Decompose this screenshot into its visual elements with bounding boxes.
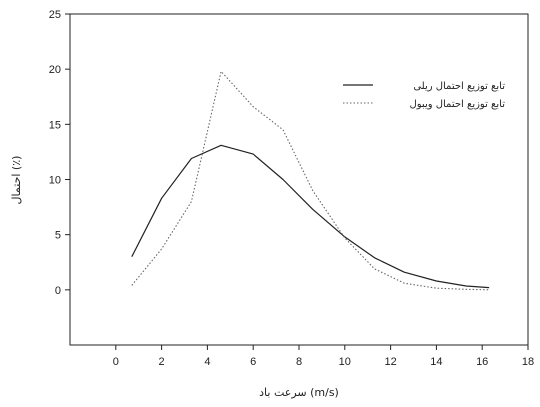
x-tick-label: 18 xyxy=(522,356,534,368)
y-tick-label: 10 xyxy=(49,175,61,187)
x-tick-label: 16 xyxy=(476,356,488,368)
x-tick-label: 6 xyxy=(250,356,256,368)
legend-label-weibull: تابع توزیع احتمال ویبول xyxy=(410,99,506,110)
x-tick-label: 0 xyxy=(113,356,119,368)
y-tick-label: 5 xyxy=(55,230,61,242)
y-tick-label: 15 xyxy=(49,119,61,131)
legend-label-rayleigh: تابع توزیع احتمال ریلی xyxy=(413,81,505,92)
y-tick-label: 20 xyxy=(49,64,61,76)
series-line-weibull xyxy=(131,70,490,291)
series-layer xyxy=(131,70,490,291)
x-tick-label: 12 xyxy=(384,356,396,368)
x-tick-label: 4 xyxy=(204,356,210,368)
x-axis-ticks: 0 2 4 6 8 10 12 14 16 18 xyxy=(113,345,534,368)
y-axis-title: احتمال (٪) xyxy=(10,156,23,205)
x-tick-label: 14 xyxy=(430,356,442,368)
series-line-rayleigh xyxy=(131,144,490,289)
y-axis-ticks: 0 5 10 15 20 25 xyxy=(49,9,70,297)
y-tick-label: 0 xyxy=(55,285,61,297)
y-tick-label: 25 xyxy=(49,9,61,21)
x-axis-title: سرعت باد (m/s) xyxy=(259,386,339,399)
x-tick-label: 2 xyxy=(159,356,165,368)
legend: تابع توزیع احتمال ریلی تابع توزیع احتمال… xyxy=(343,81,505,110)
x-tick-label: 8 xyxy=(296,356,302,368)
x-tick-label: 10 xyxy=(339,356,351,368)
plot-frame xyxy=(69,13,529,346)
